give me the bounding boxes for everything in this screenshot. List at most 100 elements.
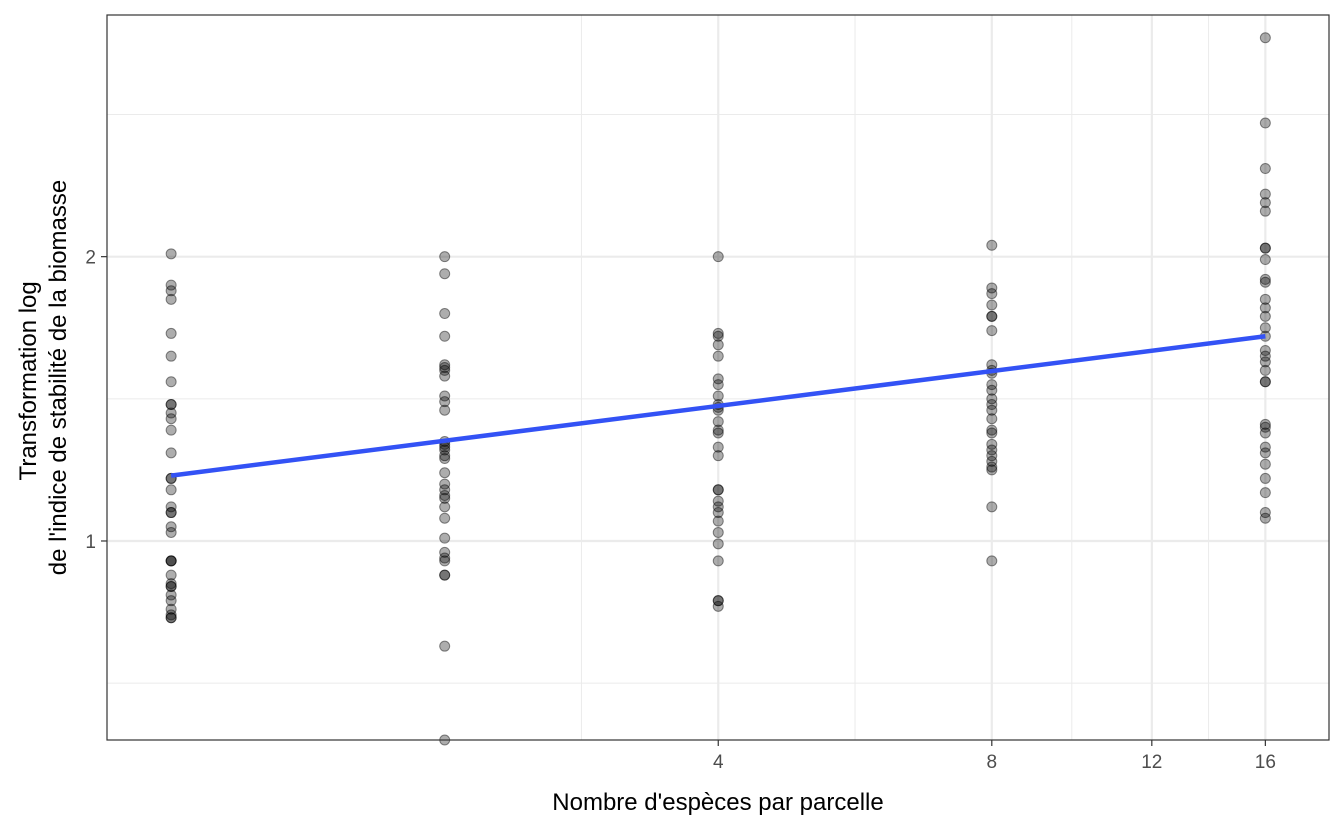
x-tick-label: 16 bbox=[1255, 752, 1276, 773]
data-point bbox=[1259, 441, 1271, 453]
x-tick-label: 4 bbox=[713, 752, 724, 773]
data-point bbox=[712, 327, 724, 339]
data-point bbox=[439, 532, 451, 544]
data-point bbox=[986, 379, 998, 391]
data-point bbox=[165, 526, 177, 538]
data-point bbox=[986, 444, 998, 456]
data-point bbox=[986, 393, 998, 405]
data-point bbox=[712, 339, 724, 351]
data-point bbox=[165, 603, 177, 615]
data-point bbox=[986, 424, 998, 436]
data-point bbox=[165, 376, 177, 388]
data-point bbox=[1259, 310, 1271, 322]
data-point bbox=[165, 555, 177, 567]
data-point bbox=[165, 285, 177, 297]
data-point bbox=[986, 464, 998, 476]
data-point bbox=[1259, 205, 1271, 217]
data-point bbox=[986, 239, 998, 251]
data-point bbox=[1259, 344, 1271, 356]
data-point bbox=[986, 450, 998, 462]
data-point bbox=[439, 484, 451, 496]
data-point bbox=[165, 407, 177, 419]
data-point bbox=[439, 546, 451, 558]
data-point bbox=[165, 327, 177, 339]
data-point bbox=[712, 330, 724, 342]
data-point bbox=[165, 555, 177, 567]
data-point bbox=[712, 484, 724, 496]
data-point bbox=[1259, 350, 1271, 362]
data-point bbox=[1259, 472, 1271, 484]
data-point bbox=[1259, 421, 1271, 433]
data-point bbox=[712, 495, 724, 507]
data-point bbox=[165, 484, 177, 496]
data-point bbox=[1259, 293, 1271, 305]
data-point bbox=[1259, 276, 1271, 288]
data-point bbox=[986, 288, 998, 300]
data-point bbox=[712, 507, 724, 519]
data-point bbox=[712, 416, 724, 428]
data-point bbox=[439, 569, 451, 581]
data-point bbox=[165, 612, 177, 624]
data-point bbox=[1259, 197, 1271, 209]
data-point bbox=[712, 595, 724, 607]
y-axis-title-line-1: Transformation log bbox=[15, 281, 42, 480]
data-point bbox=[439, 467, 451, 479]
fit-line bbox=[170, 334, 1266, 478]
fit-line-group bbox=[170, 334, 1266, 478]
data-point bbox=[986, 413, 998, 425]
data-point bbox=[1259, 242, 1271, 254]
data-point bbox=[1259, 254, 1271, 266]
data-point bbox=[439, 308, 451, 320]
data-point bbox=[712, 379, 724, 391]
data-point bbox=[712, 538, 724, 550]
data-point bbox=[712, 373, 724, 385]
data-point bbox=[165, 350, 177, 362]
data-point bbox=[1259, 427, 1271, 439]
data-point bbox=[165, 555, 177, 567]
data-point bbox=[712, 501, 724, 513]
data-point bbox=[165, 413, 177, 425]
data-point bbox=[439, 359, 451, 371]
data-point bbox=[439, 552, 451, 564]
data-point bbox=[1259, 487, 1271, 499]
data-point bbox=[439, 330, 451, 342]
data-point bbox=[1259, 163, 1271, 175]
data-point bbox=[165, 612, 177, 624]
data-point bbox=[165, 248, 177, 260]
data-point bbox=[1259, 376, 1271, 388]
data-point bbox=[439, 492, 451, 504]
data-point bbox=[439, 370, 451, 382]
data-point bbox=[165, 578, 177, 590]
data-point bbox=[439, 512, 451, 524]
data-point bbox=[439, 555, 451, 567]
data-point bbox=[712, 595, 724, 607]
data-point bbox=[439, 640, 451, 652]
data-point bbox=[712, 484, 724, 496]
data-point bbox=[1259, 242, 1271, 254]
data-point bbox=[986, 325, 998, 337]
data-point bbox=[1259, 458, 1271, 470]
data-point bbox=[439, 396, 451, 408]
data-point bbox=[165, 580, 177, 592]
data-point bbox=[1259, 117, 1271, 129]
grid-lines bbox=[107, 15, 1329, 740]
data-point bbox=[165, 399, 177, 411]
data-point bbox=[165, 595, 177, 607]
data-point bbox=[165, 507, 177, 519]
data-point bbox=[439, 501, 451, 513]
data-point bbox=[986, 310, 998, 322]
x-tick-label: 8 bbox=[987, 752, 998, 773]
data-point bbox=[165, 521, 177, 533]
data-point bbox=[712, 515, 724, 527]
data-point bbox=[712, 427, 724, 439]
data-point bbox=[1259, 273, 1271, 285]
data-point bbox=[1259, 364, 1271, 376]
x-axis-title: Nombre d'espèces par parcelle bbox=[552, 789, 883, 816]
data-point bbox=[986, 404, 998, 416]
data-point bbox=[1259, 322, 1271, 334]
data-point bbox=[165, 589, 177, 601]
data-point bbox=[986, 427, 998, 439]
data-point bbox=[712, 526, 724, 538]
